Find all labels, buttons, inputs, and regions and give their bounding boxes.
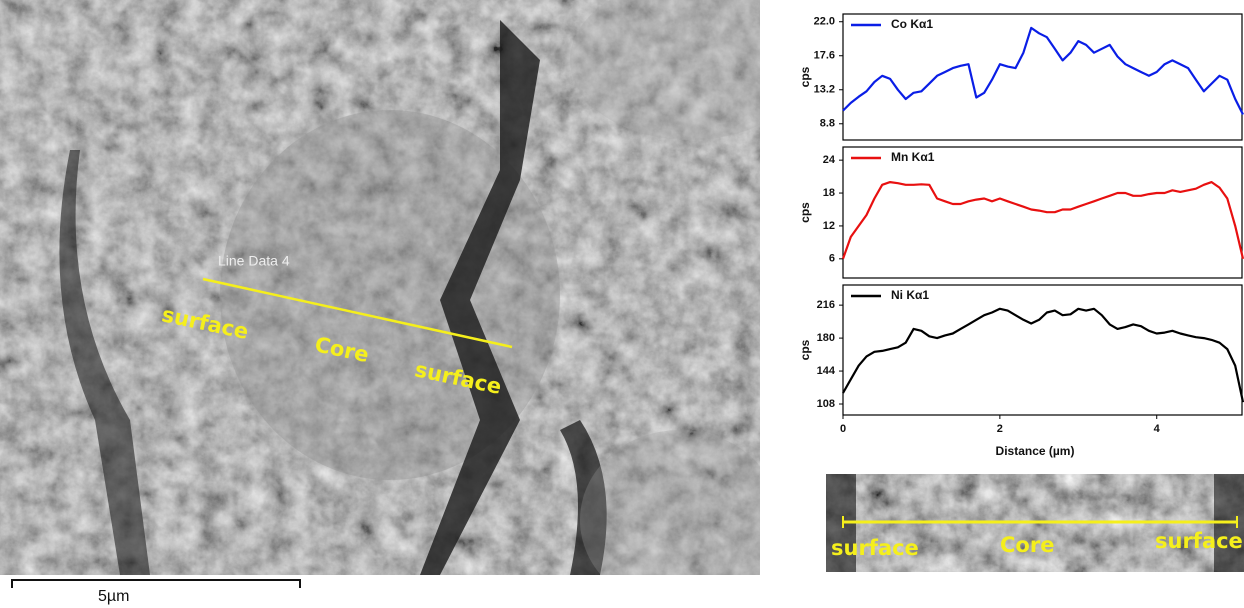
x-tick-label: 4	[1154, 423, 1161, 435]
y-tick-label: 108	[817, 398, 835, 410]
data-line	[843, 309, 1243, 402]
legend-label: Mn Kα1	[891, 150, 935, 164]
scale-label: 5µm	[98, 588, 129, 605]
y-tick-label: 24	[823, 154, 836, 166]
plot-frame	[843, 285, 1242, 415]
plot-frame	[843, 14, 1242, 140]
y-tick-label: 6	[829, 253, 835, 265]
y-tick-label: 12	[823, 220, 835, 232]
y-tick-label: 144	[817, 365, 836, 377]
sem-image: Line Data 4 surface Core surface	[0, 0, 810, 608]
y-axis-label: cps	[798, 202, 812, 223]
y-tick-label: 18	[823, 187, 835, 199]
surface-label: surface	[1155, 529, 1243, 553]
data-line	[843, 28, 1243, 115]
surface-label: surface	[831, 536, 919, 560]
x-tick-label: 0	[840, 423, 846, 435]
y-tick-label: 180	[817, 332, 835, 344]
y-tick-label: 216	[817, 299, 835, 311]
y-axis-label: cps	[798, 339, 812, 360]
legend-label: Ni Kα1	[891, 288, 929, 302]
y-tick-label: 8.8	[820, 118, 835, 130]
line-scan-strip: surface Core surface	[826, 474, 1244, 572]
x-tick-label: 2	[997, 423, 1003, 435]
y-tick-label: 22.0	[814, 16, 835, 28]
data-line	[843, 182, 1243, 259]
line-label: Line Data 4	[218, 253, 290, 269]
plot-frame	[843, 147, 1242, 278]
y-axis-label: cps	[798, 66, 812, 87]
legend-label: Co Kα1	[891, 17, 933, 31]
figure: Line Data 4 surface Core surface 5µm sur…	[0, 0, 1244, 608]
scale-bar	[12, 580, 300, 588]
y-tick-label: 13.2	[814, 84, 835, 96]
core-label: Core	[1000, 533, 1054, 557]
x-axis-label: Distance (µm)	[996, 444, 1075, 458]
y-tick-label: 17.6	[814, 50, 835, 62]
